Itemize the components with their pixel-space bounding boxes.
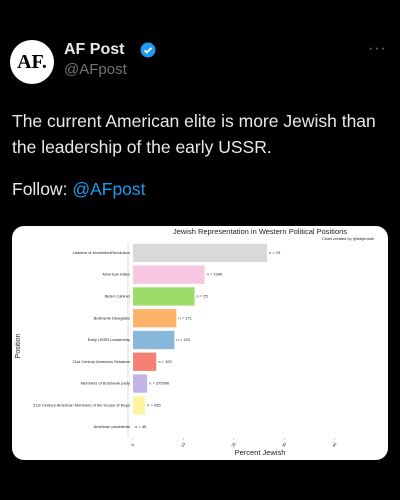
bar-annotation: n = 375000 — [149, 381, 170, 386]
bar-annotation: n = 1340 — [207, 272, 223, 277]
y-tick-label: Biden Cabinet — [105, 294, 131, 299]
tweet-text: The current American elite is more Jewis… — [12, 111, 376, 157]
bar — [133, 265, 205, 284]
chart-title: Jewish Representation in Western Politic… — [173, 227, 347, 236]
follow-label: Follow: — [12, 179, 68, 199]
bar-annotation: n = 171 — [178, 315, 192, 320]
chart: Jewish Representation in Western Politic… — [15, 227, 375, 457]
y-tick-label: Early USSR Leadership — [88, 337, 131, 342]
more-button[interactable]: ··· — [368, 40, 387, 57]
y-axis-label: Position — [15, 333, 22, 358]
author-name[interactable]: AF Post — [64, 41, 125, 58]
x-axis-label: Percent Jewish — [235, 448, 286, 457]
bar-annotation: n = 25 — [197, 294, 209, 299]
bar — [133, 309, 177, 328]
follow-handle[interactable]: @AFpost — [72, 179, 146, 199]
chart-subtitle: Chart created by @lebjernsle — [322, 236, 375, 241]
y-tick-label: American Elites — [102, 272, 130, 277]
y-tick-label: Members of Bolshevik party — [81, 381, 130, 386]
follow-line: Follow: @AFpost — [12, 179, 146, 200]
y-tick-label: Bolshevik Delegates — [94, 315, 130, 320]
y-tick-label: 21st Century American Senators — [72, 359, 130, 364]
verified-badge — [140, 42, 156, 58]
chart-image[interactable]: Jewish Representation in Western Politic… — [12, 226, 388, 460]
bar — [133, 374, 148, 393]
x-tick-label: 20 — [230, 441, 237, 448]
bar — [133, 243, 268, 263]
bar-annotation: n = 193 — [176, 337, 190, 342]
x-tick-label: 30 — [281, 441, 288, 448]
bar — [133, 396, 146, 415]
bar-annotation: n = 19 — [269, 250, 281, 255]
x-tick-label: 10 — [180, 441, 187, 448]
y-tick-label: American presidents — [94, 424, 130, 429]
bar-annotation: n = 100 — [158, 359, 172, 364]
bar — [133, 287, 195, 306]
bar-annotation: n = 435 — [147, 402, 161, 407]
bar-annotation: n = 45 — [135, 424, 147, 429]
y-tick-label: Leaders of NovemberRevolution — [73, 250, 130, 255]
avatar[interactable]: AF. — [10, 40, 54, 84]
x-tick-label: 0 — [130, 442, 136, 447]
author-handle[interactable]: @AFpost — [64, 61, 127, 78]
x-tick-label: 40 — [331, 441, 338, 448]
y-tick-label: 21st Century American Members of the Hou… — [33, 402, 130, 407]
bar — [133, 330, 175, 350]
bar — [133, 352, 157, 371]
